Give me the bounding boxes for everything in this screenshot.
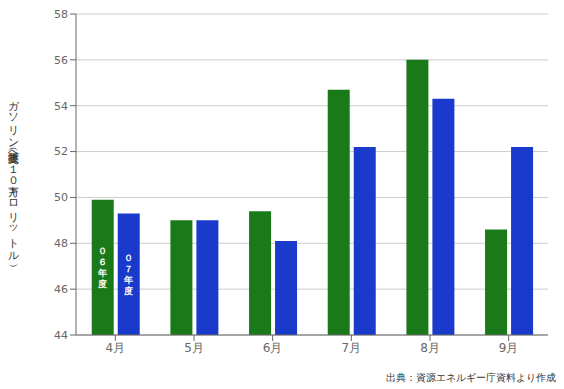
- svg-text:6月: 6月: [263, 341, 283, 355]
- svg-text:5月: 5月: [184, 341, 204, 355]
- svg-text:56: 56: [54, 54, 68, 67]
- svg-text:58: 58: [54, 8, 68, 21]
- svg-text:44: 44: [54, 329, 68, 342]
- html-text:出典：資源エネルギー庁資料より作成: 出典：資源エネルギー庁資料より作成: [386, 372, 556, 383]
- svg-text:０６年度: ０６年度: [97, 246, 107, 289]
- svg-text:9月: 9月: [499, 341, 519, 355]
- svg-text:4月: 4月: [106, 341, 126, 355]
- svg-text:7月: 7月: [342, 341, 362, 355]
- svg-text:48: 48: [54, 237, 68, 250]
- svg-text:8月: 8月: [420, 341, 440, 355]
- html-text:ガソリン販売量（へ１０万キロリットル）: ガソリン販売量（へ１０万キロリットル）: [7, 92, 20, 257]
- svg-text:46: 46: [54, 283, 68, 296]
- svg-text:50: 50: [54, 191, 68, 204]
- svg-text:０７年度: ０７年度: [123, 253, 133, 296]
- svg-text:54: 54: [54, 100, 68, 113]
- svg-text:52: 52: [54, 145, 68, 158]
